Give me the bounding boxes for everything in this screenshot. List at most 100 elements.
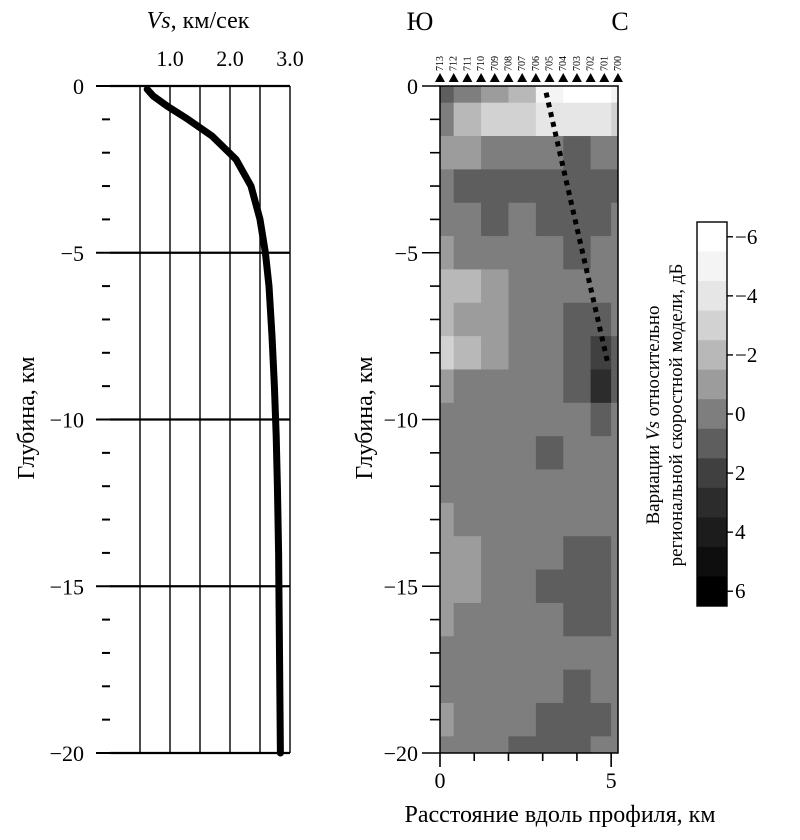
heatmap-cell [453, 536, 482, 571]
heatmap-cell [508, 736, 537, 754]
right-axis-ticks [422, 85, 612, 767]
heatmap-cell [563, 569, 592, 604]
heatmap-cell [453, 302, 482, 337]
colorbar [696, 221, 733, 607]
heatmap-cell [611, 336, 619, 370]
heatmap-cell [508, 702, 537, 737]
heatmap-cell [508, 269, 537, 304]
heatmap-cell [590, 336, 612, 370]
heatmap-cell [563, 436, 592, 471]
heatmap-cell [508, 502, 537, 537]
heatmap-cell [611, 569, 619, 604]
heatmap-cell [508, 369, 537, 404]
heatmap-cell [481, 736, 509, 754]
heatmap-cell [535, 169, 564, 204]
heatmap-cell [481, 336, 509, 370]
heatmap-cell [590, 102, 612, 137]
heatmap-cell [440, 602, 455, 637]
velocity-profile-chart: Vs, км/сек Глубина, км 1.0 2.0 3.0 0 −5 −10 −… [14, 8, 304, 766]
heatmap-cell [590, 636, 612, 671]
heatmap-cell [563, 236, 592, 270]
heatmap-cell [590, 236, 612, 270]
heatmap-cell [590, 369, 612, 404]
station-triangle [435, 73, 445, 82]
heatmap-cell [563, 169, 592, 204]
heatmap-cell [590, 669, 612, 704]
heatmap-cell [611, 436, 619, 471]
heatmap-cell [508, 436, 537, 471]
heatmap-cell [481, 136, 509, 170]
heatmap-cell [481, 636, 509, 671]
heatmap-cell [440, 669, 455, 704]
heatmap-cell [563, 602, 592, 637]
heatmap-cell [440, 536, 455, 571]
heatmap-cell [481, 402, 509, 437]
heatmap-cell [453, 102, 482, 137]
heatmap-cell [611, 669, 619, 704]
station-triangle [489, 73, 500, 82]
colorbar-swatch [697, 399, 727, 430]
heatmap-cell [563, 86, 592, 104]
station-label: 703 [572, 56, 583, 71]
heatmap-cell [535, 269, 564, 304]
heatmap-cell [508, 169, 537, 204]
left-y-tick-label: −20 [50, 741, 84, 766]
heatmap-cell [535, 369, 564, 404]
heatmap-cell [535, 336, 564, 370]
left-x-tick-label: 1.0 [156, 46, 184, 71]
station-label: 700 [613, 56, 624, 71]
heatmap-cell [535, 202, 564, 237]
colorbar-swatch [697, 369, 727, 400]
heatmap-cell [440, 569, 455, 604]
heatmap-cell [453, 202, 482, 237]
heatmap-cell [453, 469, 482, 504]
left-series [143, 85, 284, 757]
heatmap-cell [611, 136, 619, 170]
colorbar-swatch [697, 487, 727, 518]
left-y-tick-label: 0 [73, 74, 84, 99]
left-x-axis-label: Vs, км/сек [147, 8, 250, 34]
heatmap-cell [453, 336, 482, 370]
heatmap-cell [590, 436, 612, 471]
heatmap-cell [481, 269, 509, 304]
heatmap-cell [440, 369, 455, 404]
colorbar-tick-label: 4 [735, 520, 746, 544]
right-y-axis-label: Глубина, км [352, 356, 378, 479]
heatmap-cell [453, 702, 482, 737]
heatmap-cell [440, 436, 455, 471]
heatmap-cell [481, 302, 509, 337]
colorbar-swatch [697, 576, 727, 607]
heatmap-cell [440, 502, 455, 537]
heatmap-cell [508, 602, 537, 637]
right-y-tick-label: −5 [395, 241, 418, 266]
heatmap-cell [611, 736, 619, 754]
colorbar-tick-label: −2 [735, 343, 757, 367]
colorbar-tick-label: 2 [735, 461, 746, 485]
station-label: 701 [599, 56, 610, 71]
left-x-axis-label-symbol: Vs [147, 8, 171, 34]
left-y-axis-label: Глубина, км [14, 356, 40, 479]
station-label: 709 [490, 56, 501, 71]
heatmap-cell [611, 369, 619, 404]
heatmap-cell [590, 736, 612, 754]
colorbar-label-suffix: относительно [643, 305, 664, 421]
station-triangle [448, 73, 459, 82]
heatmap-cell [453, 436, 482, 471]
heatmap-cell [590, 136, 612, 170]
station-label: 708 [503, 56, 514, 71]
left-x-axis-label-unit: , км/сек [171, 8, 250, 34]
heatmap-cell [440, 169, 455, 204]
fault-dotted-line [543, 92, 611, 364]
heatmap-cell [611, 269, 619, 304]
heatmap-cell [508, 236, 537, 270]
station-triangle [503, 73, 514, 82]
heatmap-cell [481, 602, 509, 637]
heatmap-field [440, 86, 619, 754]
station-label: 713 [435, 56, 446, 71]
heatmap-cell [453, 136, 482, 170]
heatmap-cell [508, 536, 537, 571]
heatmap-cell [440, 269, 455, 304]
heatmap-cell [481, 536, 509, 571]
